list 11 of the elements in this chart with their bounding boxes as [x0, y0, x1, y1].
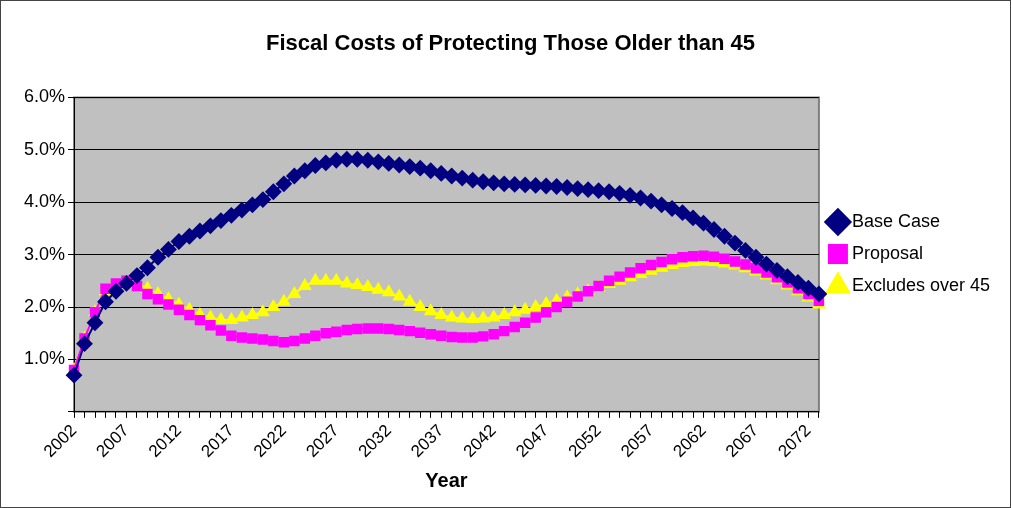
y-tick-label: 3.0%: [24, 243, 66, 264]
legend-label: Excludes over 45: [851, 274, 990, 295]
y-tick-label: 6.0%: [24, 86, 66, 107]
y-tick-label: 2.0%: [24, 295, 66, 316]
x-axis-title: Year: [425, 468, 468, 491]
legend-label: Base Case: [851, 210, 940, 231]
y-tick-label: 5.0%: [24, 138, 66, 159]
chart-title: Fiscal Costs of Protecting Those Older than 45: [266, 30, 755, 56]
y-tick-label: 4.0%: [24, 191, 66, 212]
legend-label: Proposal: [851, 242, 923, 263]
y-tick-label: 1.0%: [24, 348, 66, 369]
